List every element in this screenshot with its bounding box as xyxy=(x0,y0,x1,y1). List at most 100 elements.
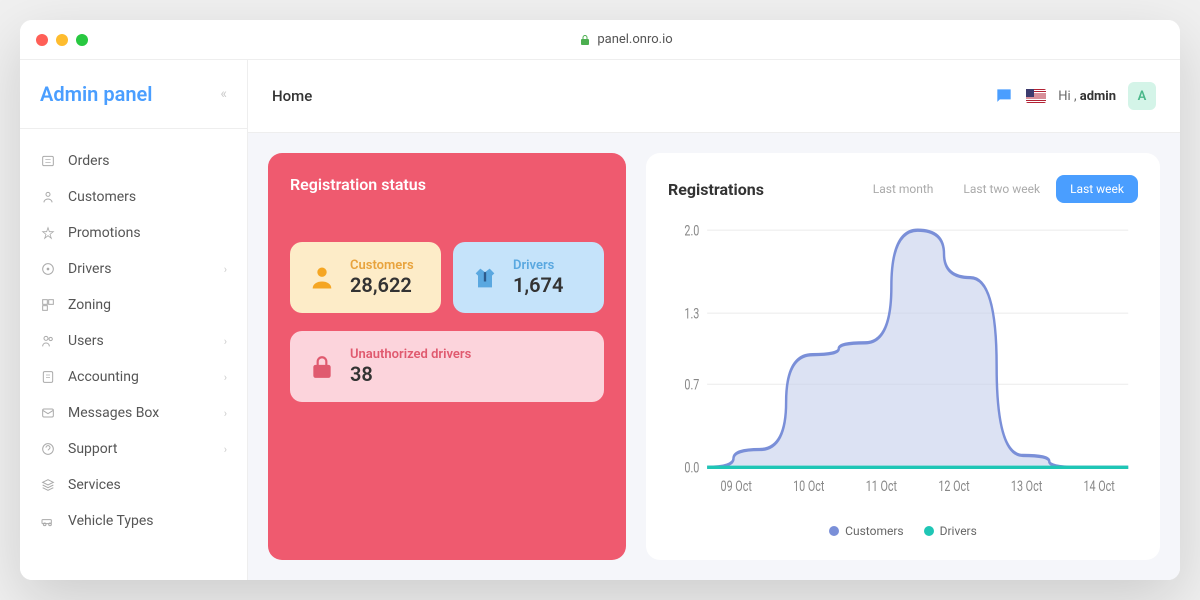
topbar: Home Hi , admin A xyxy=(248,60,1180,133)
sidebar-item-support[interactable]: Support › xyxy=(20,431,247,467)
svg-text:0.0: 0.0 xyxy=(684,460,699,477)
legend-label: Customers xyxy=(845,524,903,538)
padlock-icon xyxy=(306,351,338,383)
nav-label: Orders xyxy=(68,153,227,169)
registration-status-card: Registration status Customers 28,622 xyxy=(268,153,626,560)
sidebar-item-drivers[interactable]: Drivers › xyxy=(20,251,247,287)
url-bar: panel.onro.io xyxy=(88,32,1164,47)
nav-label: Support xyxy=(68,441,212,457)
legend-dot-icon xyxy=(829,526,839,536)
drivers-icon xyxy=(40,261,56,277)
sidebar-item-promotions[interactable]: Promotions xyxy=(20,215,247,251)
customers-label: Customers xyxy=(350,258,414,273)
unauthorized-stat-body: Unauthorized drivers 38 xyxy=(350,347,471,386)
chart-tabs: Last monthLast two weekLast week xyxy=(859,175,1138,203)
language-flag-icon[interactable] xyxy=(1026,89,1046,103)
nav-label: Accounting xyxy=(68,369,212,385)
messages-icon xyxy=(40,405,56,421)
svg-text:11 Oct: 11 Oct xyxy=(866,479,897,496)
chevron-right-icon: › xyxy=(224,335,227,348)
legend-label: Drivers xyxy=(940,524,977,538)
svg-text:1.3: 1.3 xyxy=(684,306,699,323)
customers-stat-body: Customers 28,622 xyxy=(350,258,414,297)
url-text: panel.onro.io xyxy=(597,32,672,47)
nav-label: Users xyxy=(68,333,212,349)
svg-text:12 Oct: 12 Oct xyxy=(938,479,969,496)
minimize-window-button[interactable] xyxy=(56,34,68,46)
unauthorized-value: 38 xyxy=(350,362,471,386)
svg-text:13 Oct: 13 Oct xyxy=(1011,479,1042,496)
browser-chrome-bar: panel.onro.io xyxy=(20,20,1180,60)
topbar-right: Hi , admin A xyxy=(994,82,1156,110)
legend-item-drivers[interactable]: Drivers xyxy=(924,524,977,538)
nav-label: Customers xyxy=(68,189,227,205)
chevron-right-icon: › xyxy=(224,443,227,456)
svg-text:0.7: 0.7 xyxy=(684,377,699,394)
sidebar-item-messages-box[interactable]: Messages Box › xyxy=(20,395,247,431)
stat-row-top: Customers 28,622 Drivers 1,674 xyxy=(290,242,604,313)
avatar[interactable]: A xyxy=(1128,82,1156,110)
accounting-icon xyxy=(40,369,56,385)
chart-tab-last-month[interactable]: Last month xyxy=(859,175,948,203)
customers-icon xyxy=(40,189,56,205)
sidebar-title: Admin panel xyxy=(40,82,220,106)
content: Registration status Customers 28,622 xyxy=(248,133,1180,580)
sidebar-item-services[interactable]: Services xyxy=(20,467,247,503)
chart-tab-last-week[interactable]: Last week xyxy=(1056,175,1138,203)
sidebar-item-customers[interactable]: Customers xyxy=(20,179,247,215)
zoning-icon xyxy=(40,297,56,313)
chart-legend: Customers Drivers xyxy=(668,524,1138,538)
greeting-pre: Hi , xyxy=(1058,89,1076,104)
legend-item-customers[interactable]: Customers xyxy=(829,524,903,538)
registration-status-title: Registration status xyxy=(290,175,604,194)
support-icon xyxy=(40,441,56,457)
sidebar-nav: Orders Customers Promotions Drivers › Zo… xyxy=(20,129,247,580)
promotions-icon xyxy=(40,225,56,241)
greeting: Hi , admin xyxy=(1058,89,1116,104)
sidebar: Admin panel « Orders Customers Promotion… xyxy=(20,60,248,580)
chevron-right-icon: › xyxy=(224,263,227,276)
chart-tab-last-two-week[interactable]: Last two week xyxy=(949,175,1054,203)
lock-icon xyxy=(579,34,591,46)
nav-label: Services xyxy=(68,477,227,493)
svg-text:2.0: 2.0 xyxy=(684,223,699,240)
nav-label: Messages Box xyxy=(68,405,212,421)
close-window-button[interactable] xyxy=(36,34,48,46)
users-icon xyxy=(40,333,56,349)
drivers-stat-card[interactable]: Drivers 1,674 xyxy=(453,242,604,313)
browser-window: panel.onro.io Admin panel « Orders Custo… xyxy=(20,20,1180,580)
orders-icon xyxy=(40,153,56,169)
unauthorized-stat-card[interactable]: Unauthorized drivers 38 xyxy=(290,331,604,402)
sidebar-item-vehicle-types[interactable]: Vehicle Types xyxy=(20,503,247,539)
services-icon xyxy=(40,477,56,493)
sidebar-item-orders[interactable]: Orders xyxy=(20,143,247,179)
chart-area: 0.0 0.7 1.3 2.0 09 Oct 10 Oct 11 Oct 12 Oct 13 O… xyxy=(668,217,1138,520)
chart-svg: 0.0 0.7 1.3 2.0 09 Oct 10 Oct 11 Oct 12 Oct 13 O… xyxy=(668,217,1138,520)
registrations-chart-card: Registrations Last monthLast two weekLas… xyxy=(646,153,1160,560)
sidebar-collapse-button[interactable]: « xyxy=(220,86,227,102)
main-area: Home Hi , admin A Registration status xyxy=(248,60,1180,580)
sidebar-header: Admin panel « xyxy=(20,60,247,129)
person-icon xyxy=(306,262,338,294)
traffic-lights xyxy=(36,34,88,46)
nav-label: Drivers xyxy=(68,261,212,277)
svg-text:10 Oct: 10 Oct xyxy=(793,479,824,496)
svg-text:09 Oct: 09 Oct xyxy=(721,479,752,496)
maximize-window-button[interactable] xyxy=(76,34,88,46)
vehicle-icon xyxy=(40,513,56,529)
sidebar-item-accounting[interactable]: Accounting › xyxy=(20,359,247,395)
customers-stat-card[interactable]: Customers 28,622 xyxy=(290,242,441,313)
sidebar-item-zoning[interactable]: Zoning xyxy=(20,287,247,323)
chart-header: Registrations Last monthLast two weekLas… xyxy=(668,175,1138,203)
legend-dot-icon xyxy=(924,526,934,536)
nav-label: Promotions xyxy=(68,225,227,241)
drivers-label: Drivers xyxy=(513,258,563,273)
chevron-right-icon: › xyxy=(224,407,227,420)
sidebar-item-users[interactable]: Users › xyxy=(20,323,247,359)
nav-label: Zoning xyxy=(68,297,227,313)
chat-icon[interactable] xyxy=(994,86,1014,106)
drivers-stat-body: Drivers 1,674 xyxy=(513,258,563,297)
drivers-value: 1,674 xyxy=(513,273,563,297)
greeting-user: admin xyxy=(1080,89,1116,104)
chart-title: Registrations xyxy=(668,180,859,199)
